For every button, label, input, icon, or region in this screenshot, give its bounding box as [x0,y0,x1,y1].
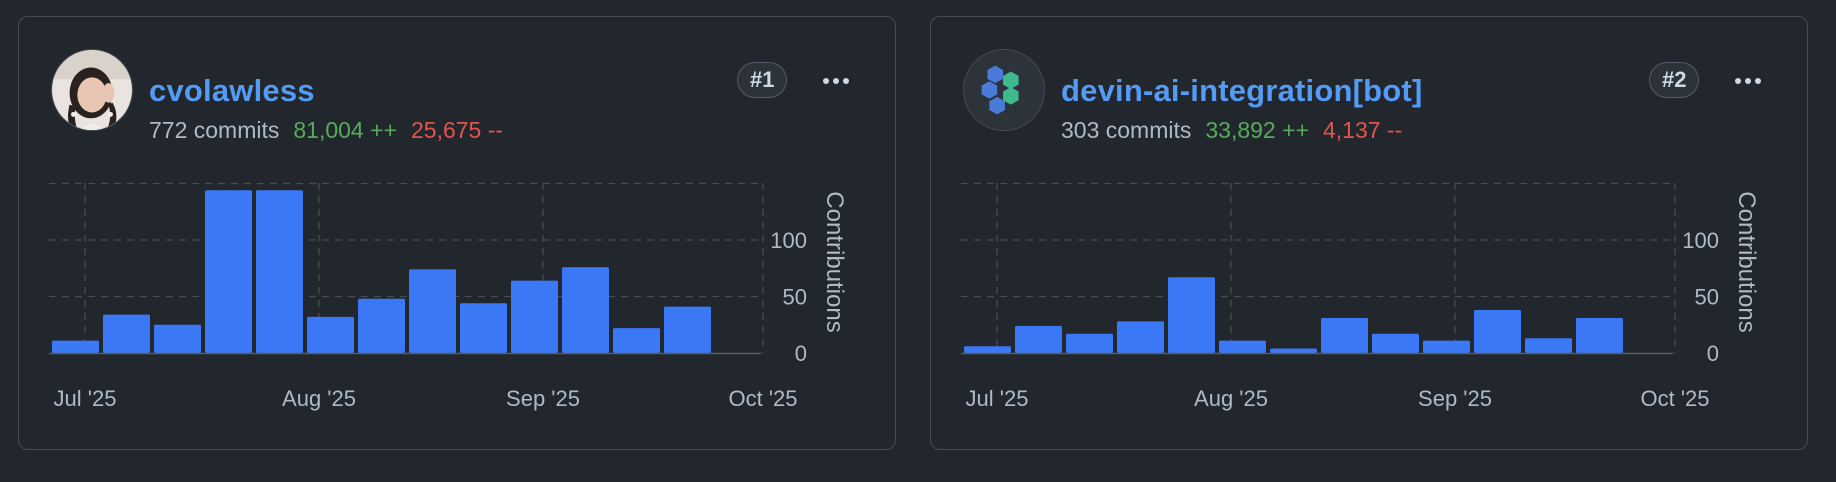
contribution-bar[interactable] [154,324,201,353]
y-tick-label: 0 [1707,341,1719,366]
contribution-bar[interactable] [664,306,711,353]
deletions-count: 25,675 -- [410,117,504,143]
contribution-bar[interactable] [1270,348,1317,353]
contribution-bar[interactable] [1066,333,1113,353]
y-tick-label: 0 [795,341,807,366]
more-options-icon[interactable] [816,69,856,93]
contribution-bar[interactable] [1423,340,1470,353]
contributions-bar-chart: 0 50 100 Jul '25 Aug '25 Sep '25 Oct '25 Contri… [49,182,848,411]
contribution-bar[interactable] [52,340,99,353]
contributor-stats: 303 commits 33,892 ++ 4,137 -- [1061,117,1402,144]
x-tick-label: Sep '25 [506,386,580,411]
contribution-bar[interactable] [1117,321,1164,353]
contributions-bar-chart: 0 50 100 Jul '25 Aug '25 Sep '25 Oct '25 Contri… [961,182,1760,411]
contribution-bar[interactable] [1525,338,1572,353]
contribution-bar[interactable] [1576,317,1623,353]
contribution-bar[interactable] [1015,325,1062,353]
contributor-card: devin-ai-integration[bot] 303 commits 33,… [930,16,1808,450]
x-tick-label: Oct '25 [728,386,797,411]
contribution-bar[interactable] [1321,317,1368,353]
additions-count: 33,892 ++ [1205,117,1309,143]
x-tick-label: Aug '25 [1194,386,1268,411]
contributor-username-link[interactable]: devin-ai-integration[bot] [1061,73,1423,108]
contribution-bar[interactable] [1474,310,1521,353]
y-axis-label: Contributions [1733,191,1760,332]
contribution-bar[interactable] [1168,277,1215,353]
commit-count: 772 commits [149,117,280,143]
x-tick-label: Jul '25 [54,386,117,411]
more-options-icon[interactable] [1728,69,1768,93]
hexagon-logo-avatar[interactable] [963,49,1045,131]
contribution-bar[interactable] [205,190,252,353]
contributor-username-link[interactable]: cvolawless [149,73,315,108]
y-tick-label: 100 [1682,228,1719,253]
contribution-bar[interactable] [613,328,660,353]
contributor-stats: 772 commits 81,004 ++ 25,675 -- [149,117,503,144]
x-tick-label: Oct '25 [1640,386,1709,411]
contribution-bar[interactable] [1219,340,1266,353]
y-tick-label: 50 [783,285,807,310]
rank-badge: #1 [737,62,788,98]
user-photo-avatar[interactable] [51,49,133,131]
contribution-bar[interactable] [103,314,150,353]
contribution-bar[interactable] [1372,333,1419,353]
y-tick-label: 50 [1695,285,1719,310]
contribution-bar[interactable] [409,269,456,353]
contribution-bar[interactable] [358,298,405,353]
additions-count: 81,004 ++ [293,117,397,143]
rank-badge: #2 [1649,62,1700,98]
x-tick-label: Jul '25 [966,386,1029,411]
contribution-bar[interactable] [562,267,609,353]
contribution-bar[interactable] [460,303,507,353]
contribution-bar[interactable] [511,280,558,353]
deletions-count: 4,137 -- [1322,117,1403,143]
contribution-bar[interactable] [256,190,303,353]
x-tick-label: Aug '25 [282,386,356,411]
y-tick-label: 100 [770,228,807,253]
contribution-bar[interactable] [964,346,1011,353]
y-axis-label: Contributions [821,191,848,332]
commit-count: 303 commits [1061,117,1192,143]
contribution-bar[interactable] [307,316,354,353]
x-tick-label: Sep '25 [1418,386,1492,411]
contributor-card: cvolawless 772 commits 81,004 ++ 25,675 --… [18,16,896,450]
